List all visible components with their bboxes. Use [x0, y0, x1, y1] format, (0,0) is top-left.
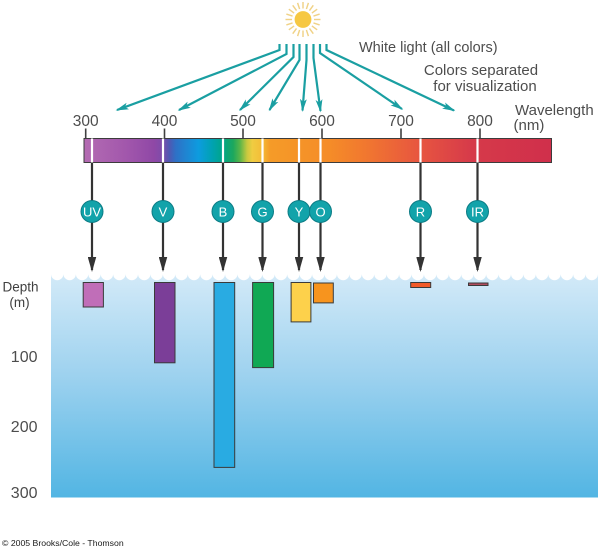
- svg-text:IR: IR: [471, 205, 484, 220]
- svg-text:for visualization: for visualization: [433, 78, 536, 95]
- svg-text:White light (all colors): White light (all colors): [359, 40, 498, 56]
- svg-text:© 2005 Brooks/Cole - Thomson: © 2005 Brooks/Cole - Thomson: [2, 538, 124, 548]
- svg-text:500: 500: [230, 113, 256, 130]
- svg-text:Wavelength: Wavelength: [515, 102, 594, 119]
- svg-text:G: G: [257, 205, 267, 220]
- svg-text:Y: Y: [295, 205, 304, 220]
- svg-text:400: 400: [152, 113, 178, 130]
- svg-text:300: 300: [11, 485, 38, 502]
- svg-text:100: 100: [11, 349, 38, 366]
- svg-text:(nm): (nm): [514, 117, 545, 134]
- svg-text:V: V: [159, 205, 168, 220]
- svg-text:R: R: [416, 205, 425, 220]
- svg-text:600: 600: [309, 113, 335, 130]
- svg-text:200: 200: [11, 419, 38, 436]
- svg-text:700: 700: [388, 113, 414, 130]
- svg-text:800: 800: [467, 113, 493, 130]
- svg-text:B: B: [219, 205, 228, 220]
- svg-text:300: 300: [73, 113, 99, 130]
- svg-text:O: O: [315, 205, 325, 220]
- svg-text:UV: UV: [83, 205, 101, 220]
- svg-text:Depth: Depth: [2, 280, 38, 295]
- svg-text:Colors separated: Colors separated: [424, 62, 538, 79]
- svg-text:(m): (m): [9, 295, 29, 310]
